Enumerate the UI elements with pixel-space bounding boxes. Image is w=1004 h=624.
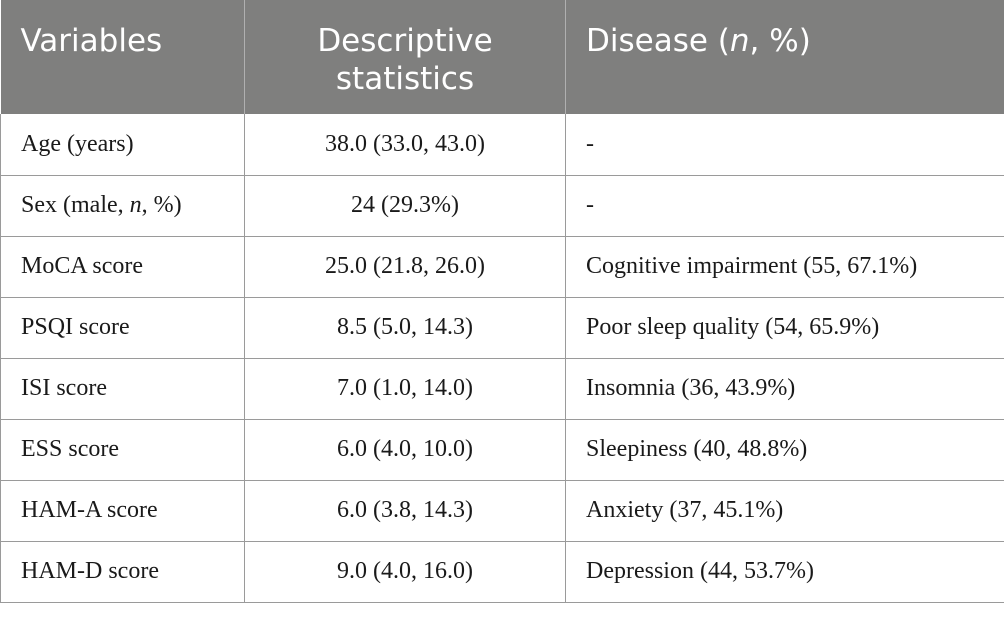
header-disease-n: n <box>729 23 750 59</box>
cell-disease: Depression (44, 53.7%) <box>565 541 1004 603</box>
cell-descriptive: 8.5 (5.0, 14.3) <box>244 297 566 359</box>
table-row: PSQI score 8.5 (5.0, 14.3) Poor sleep qual… <box>0 297 1004 359</box>
cell-variable-text: PSQI score <box>21 314 130 340</box>
cell-variable: Age (years) <box>0 114 245 176</box>
cell-variable: PSQI score <box>0 297 245 359</box>
header-descriptive-line2: statistics <box>335 61 475 97</box>
cell-disease: Insomnia (36, 43.9%) <box>565 358 1004 420</box>
cell-descriptive: 6.0 (3.8, 14.3) <box>244 480 566 542</box>
table-row: Age (years) 38.0 (33.0, 43.0) - <box>0 114 1004 176</box>
table-row: ESS score 6.0 (4.0, 10.0) Sleepiness (40, … <box>0 419 1004 481</box>
cell-disease: Sleepiness (40, 48.8%) <box>565 419 1004 481</box>
descriptive-statistics-table: Variables Descriptive statistics Disease… <box>0 0 1004 603</box>
table-body: Age (years) 38.0 (33.0, 43.0) - Sex (male, … <box>0 114 1004 603</box>
cell-variable-text: ISI score <box>21 375 107 401</box>
cell-variable: ISI score <box>0 358 245 420</box>
header-row: Variables Descriptive statistics Disease… <box>0 0 1004 114</box>
cell-disease: Poor sleep quality (54, 65.9%) <box>565 297 1004 359</box>
cell-variable: ESS score <box>0 419 245 481</box>
header-descriptive-statistics: Descriptive statistics <box>244 0 566 114</box>
cell-disease: - <box>565 175 1004 237</box>
table-row: HAM-D score 9.0 (4.0, 16.0) Depression (44… <box>0 541 1004 603</box>
cell-variable: HAM-A score <box>0 480 245 542</box>
cell-variable-suffix: , %) <box>141 192 182 218</box>
cell-variable: Sex (male, n, %) <box>0 175 245 237</box>
table-header: Variables Descriptive statistics Disease… <box>0 0 1004 114</box>
cell-descriptive: 6.0 (4.0, 10.0) <box>244 419 566 481</box>
cell-variable-n: n <box>129 192 142 218</box>
cell-disease: - <box>565 114 1004 176</box>
header-variables-label: Variables <box>20 23 163 59</box>
table-row: ISI score 7.0 (1.0, 14.0) Insomnia (36, 43… <box>0 358 1004 420</box>
cell-variable-text: Sex (male, <box>21 192 130 218</box>
cell-variable-text: Age (years) <box>21 130 134 157</box>
cell-variable: MoCA score <box>0 236 245 298</box>
table-row: MoCA score 25.0 (21.8, 26.0) Cognitive imp… <box>0 236 1004 298</box>
cell-disease: Cognitive impairment (55, 67.1%) <box>565 236 1004 298</box>
cell-variable-text: MoCA score <box>21 253 143 279</box>
header-disease: Disease (n, %) <box>565 0 1004 114</box>
cell-variable-text: ESS score <box>21 436 119 462</box>
header-disease-prefix: Disease ( <box>586 23 730 59</box>
cell-descriptive: 24 (29.3%) <box>244 175 566 237</box>
cell-variable-text: HAM-D score <box>21 558 159 584</box>
cell-descriptive: 38.0 (33.0, 43.0) <box>244 114 566 176</box>
header-variables: Variables <box>0 0 245 114</box>
table-row: Sex (male, n, %) 24 (29.3%) - <box>0 175 1004 237</box>
cell-variable: HAM-D score <box>0 541 245 603</box>
cell-descriptive: 7.0 (1.0, 14.0) <box>244 358 566 420</box>
cell-descriptive: 25.0 (21.8, 26.0) <box>244 236 566 298</box>
cell-descriptive: 9.0 (4.0, 16.0) <box>244 541 566 603</box>
cell-variable-text: HAM-A score <box>21 497 158 523</box>
table-row: HAM-A score 6.0 (3.8, 14.3) Anxiety (37, 4… <box>0 480 1004 542</box>
header-disease-suffix: , %) <box>749 23 811 59</box>
header-descriptive-line1: Descriptive <box>317 23 493 59</box>
cell-disease: Anxiety (37, 45.1%) <box>565 480 1004 542</box>
